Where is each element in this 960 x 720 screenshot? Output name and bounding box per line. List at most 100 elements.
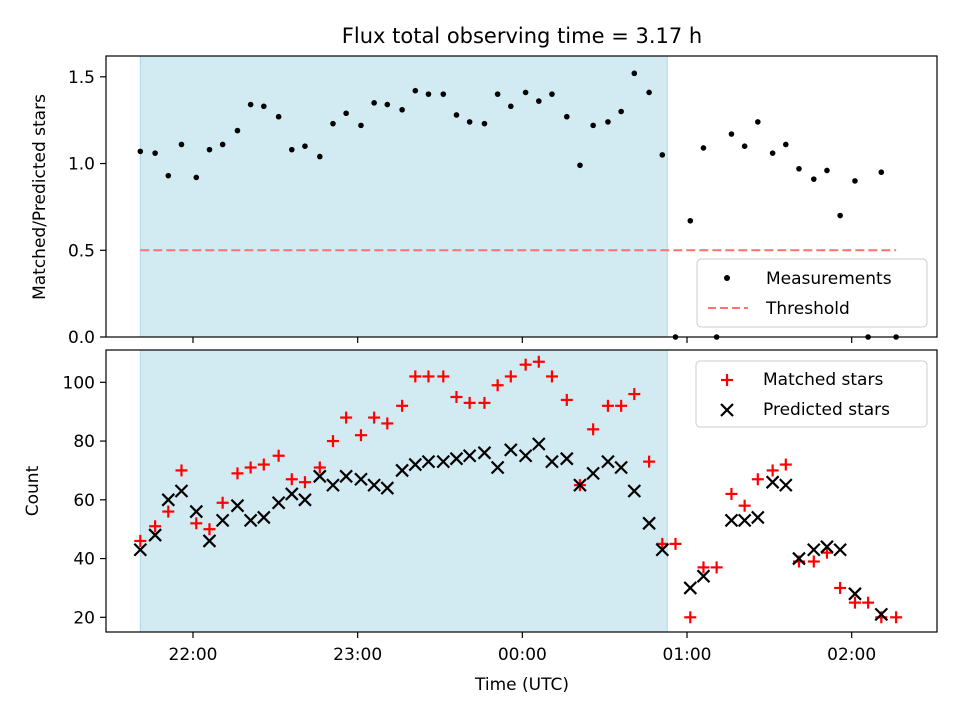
- matched-star-point: [890, 611, 903, 624]
- matched-stars-points: [134, 355, 903, 624]
- matched-star-point: [766, 464, 779, 477]
- predicted-star-point: [148, 528, 162, 542]
- predicted-star-point: [874, 607, 889, 622]
- matched-star-point: [725, 487, 738, 500]
- measurement-point: [755, 119, 761, 125]
- matched-star-point: [684, 611, 697, 624]
- measurement-point: [399, 106, 405, 113]
- predicted-star-point: [586, 466, 600, 481]
- predicted-star-point: [737, 513, 752, 528]
- matched-star-point: [149, 520, 162, 533]
- matched-star-point: [820, 546, 833, 559]
- legend-measurements-label: Measurements: [766, 269, 892, 289]
- predicted-star-point: [683, 581, 698, 595]
- ratio-y-axis-ticks: 0.0 0.5 1.0 1.5: [68, 68, 106, 348]
- matched-star-point: [532, 355, 545, 368]
- matched-star-point: [162, 505, 175, 518]
- matched-star-point: [807, 555, 820, 568]
- count-y-axis-label: Count: [23, 465, 43, 516]
- matched-star-point: [545, 370, 558, 383]
- measurement-point: [466, 119, 473, 125]
- predicted-star-point: [655, 542, 670, 557]
- predicted-star-point: [820, 540, 834, 554]
- predicted-star-point: [504, 443, 518, 457]
- y-tick-label: 80: [73, 432, 95, 452]
- predicted-star-point: [545, 454, 559, 469]
- measurement-point: [810, 176, 817, 182]
- measurement-point: [193, 174, 200, 181]
- matched-star-point: [656, 537, 669, 550]
- measurement-point: [741, 143, 748, 149]
- predicted-star-point: [642, 516, 656, 531]
- matched-star-point: [779, 458, 792, 471]
- predicted-star-point: [490, 460, 505, 475]
- predicted-star-point: [627, 484, 642, 498]
- measurement-point: [549, 91, 555, 97]
- ratio-legend-box: [696, 258, 928, 328]
- predicted-star-point: [807, 542, 821, 557]
- legend-predicted-label: Predicted stars: [763, 400, 890, 420]
- measurement-point: [219, 141, 226, 148]
- measurement-point: [878, 169, 885, 176]
- legend-threshold-label: Threshold: [765, 299, 850, 319]
- matched-star-point: [643, 455, 656, 468]
- measurement-point: [481, 120, 488, 127]
- matched-star-point: [463, 396, 476, 409]
- count-legend-box: [695, 360, 928, 428]
- predicted-star-point: [230, 498, 245, 513]
- predicted-star-point: [751, 510, 765, 525]
- y-tick-label: 40: [73, 550, 95, 570]
- matched-star-point: [519, 358, 532, 371]
- matched-star-point: [422, 370, 435, 383]
- predicted-star-point: [848, 587, 862, 601]
- measurement-point: [412, 87, 419, 94]
- matched-star-point: [615, 399, 628, 412]
- matched-star-point: [437, 370, 450, 383]
- measurement-point: [728, 131, 735, 137]
- measurement-point: [769, 150, 776, 156]
- count-panel: 20 40 60 80 100 22:00 23:00 00:00 01:00 02:00 Co…: [23, 349, 938, 695]
- measurement-point: [577, 162, 583, 169]
- predicted-star-point: [339, 469, 353, 484]
- matched-star-point: [751, 473, 764, 486]
- matched-star-point: [257, 458, 270, 471]
- predicted-star-point: [408, 457, 423, 472]
- measurement-point: [440, 91, 447, 97]
- predicted-star-point: [271, 495, 286, 510]
- matched-star-point: [368, 411, 381, 424]
- measurement-point: [343, 110, 349, 117]
- measurement-point: [631, 70, 638, 77]
- x-tick-label: 23:00: [333, 645, 382, 665]
- count-x-axis-ticks: 22:00 23:00 00:00 01:00 02:00: [169, 632, 876, 665]
- measurement-point: [371, 100, 377, 106]
- measurement-point: [783, 141, 789, 148]
- matched-star-point: [381, 417, 394, 430]
- measurement-points: [137, 70, 899, 340]
- predicted-star-point: [285, 487, 299, 501]
- predicted-star-point: [161, 493, 176, 507]
- matched-star-point: [491, 379, 504, 392]
- matched-star-point: [738, 499, 751, 512]
- matched-star-point: [504, 370, 517, 383]
- matched-star-point: [478, 396, 491, 409]
- measurement-point: [590, 122, 596, 129]
- measurement-point: [137, 148, 144, 155]
- matched-star-point: [285, 473, 298, 486]
- measurement-point: [384, 101, 391, 108]
- predicted-star-point: [833, 542, 847, 557]
- matched-star-point: [203, 523, 216, 536]
- predicted-star-point: [174, 484, 189, 498]
- x-tick-label: 22:00: [169, 645, 218, 665]
- chart-title: Flux total observing time = 3.17 h: [342, 24, 702, 48]
- measurement-point: [522, 89, 529, 96]
- predicted-star-point: [573, 478, 587, 492]
- measurement-point: [152, 150, 158, 156]
- matched-star-point: [326, 435, 339, 448]
- matched-star-point: [396, 399, 409, 412]
- measurement-point: [330, 120, 336, 127]
- y-tick-label: 20: [73, 608, 95, 628]
- observing-window-shade: [139, 55, 668, 338]
- predicted-star-point: [724, 513, 739, 528]
- matched-star-point: [354, 429, 367, 442]
